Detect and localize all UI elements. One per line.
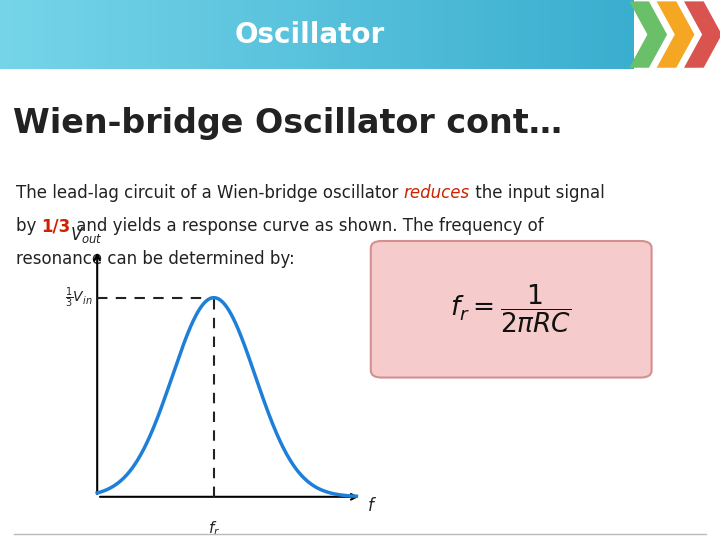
- Polygon shape: [623, 0, 634, 69]
- Polygon shape: [518, 0, 528, 69]
- Polygon shape: [306, 0, 317, 69]
- Polygon shape: [84, 0, 95, 69]
- Polygon shape: [657, 2, 695, 68]
- Polygon shape: [264, 0, 274, 69]
- Polygon shape: [496, 0, 507, 69]
- Text: The lead-lag circuit of a Wien-bridge oscillator: The lead-lag circuit of a Wien-bridge os…: [16, 185, 403, 202]
- Polygon shape: [328, 0, 338, 69]
- Polygon shape: [116, 0, 127, 69]
- Polygon shape: [21, 0, 32, 69]
- Polygon shape: [475, 0, 486, 69]
- Polygon shape: [201, 0, 211, 69]
- Polygon shape: [348, 0, 359, 69]
- Polygon shape: [581, 0, 591, 69]
- Polygon shape: [169, 0, 179, 69]
- Polygon shape: [53, 0, 63, 69]
- Polygon shape: [106, 0, 116, 69]
- Polygon shape: [11, 0, 21, 69]
- Polygon shape: [412, 0, 423, 69]
- Text: by: by: [16, 218, 42, 235]
- Polygon shape: [444, 0, 454, 69]
- Text: $\frac{1}{3}V_{in}$: $\frac{1}{3}V_{in}$: [66, 286, 93, 310]
- Polygon shape: [179, 0, 190, 69]
- Text: $f_r = \dfrac{1}{2\pi RC}$: $f_r = \dfrac{1}{2\pi RC}$: [451, 283, 572, 335]
- Polygon shape: [369, 0, 380, 69]
- Polygon shape: [391, 0, 401, 69]
- Polygon shape: [380, 0, 391, 69]
- Polygon shape: [433, 0, 444, 69]
- Polygon shape: [243, 0, 253, 69]
- Polygon shape: [253, 0, 264, 69]
- Polygon shape: [559, 0, 570, 69]
- Text: $f$: $f$: [366, 497, 377, 515]
- Polygon shape: [127, 0, 138, 69]
- Text: Oscillator: Oscillator: [235, 21, 384, 49]
- Polygon shape: [359, 0, 369, 69]
- Polygon shape: [285, 0, 296, 69]
- Polygon shape: [211, 0, 222, 69]
- Polygon shape: [401, 0, 412, 69]
- Polygon shape: [317, 0, 328, 69]
- FancyBboxPatch shape: [371, 241, 652, 377]
- Polygon shape: [591, 0, 602, 69]
- Polygon shape: [233, 0, 243, 69]
- Text: resonance can be determined by:: resonance can be determined by:: [16, 251, 294, 268]
- Polygon shape: [296, 0, 306, 69]
- Polygon shape: [613, 0, 623, 69]
- Text: reduces: reduces: [403, 185, 469, 202]
- Text: the input signal: the input signal: [469, 185, 604, 202]
- Polygon shape: [222, 0, 233, 69]
- Polygon shape: [629, 2, 667, 68]
- Polygon shape: [570, 0, 581, 69]
- Text: and yields a response curve as shown. The frequency of: and yields a response curve as shown. Th…: [71, 218, 544, 235]
- Polygon shape: [0, 0, 11, 69]
- Polygon shape: [190, 0, 201, 69]
- Polygon shape: [158, 0, 169, 69]
- Polygon shape: [42, 0, 53, 69]
- Text: $V_{out}$: $V_{out}$: [71, 225, 103, 245]
- Polygon shape: [338, 0, 348, 69]
- Polygon shape: [454, 0, 464, 69]
- Polygon shape: [32, 0, 42, 69]
- Polygon shape: [507, 0, 518, 69]
- Polygon shape: [602, 0, 613, 69]
- Polygon shape: [549, 0, 559, 69]
- Polygon shape: [274, 0, 285, 69]
- Text: 1/3: 1/3: [42, 218, 71, 235]
- Polygon shape: [74, 0, 84, 69]
- Polygon shape: [684, 2, 720, 68]
- Polygon shape: [63, 0, 74, 69]
- Text: Wien-bridge Oscillator cont…: Wien-bridge Oscillator cont…: [13, 107, 562, 140]
- Polygon shape: [464, 0, 475, 69]
- Polygon shape: [486, 0, 496, 69]
- Polygon shape: [148, 0, 158, 69]
- Polygon shape: [539, 0, 549, 69]
- Polygon shape: [138, 0, 148, 69]
- Polygon shape: [423, 0, 433, 69]
- Polygon shape: [528, 0, 539, 69]
- Polygon shape: [95, 0, 106, 69]
- Text: $f_r$: $f_r$: [207, 519, 220, 538]
